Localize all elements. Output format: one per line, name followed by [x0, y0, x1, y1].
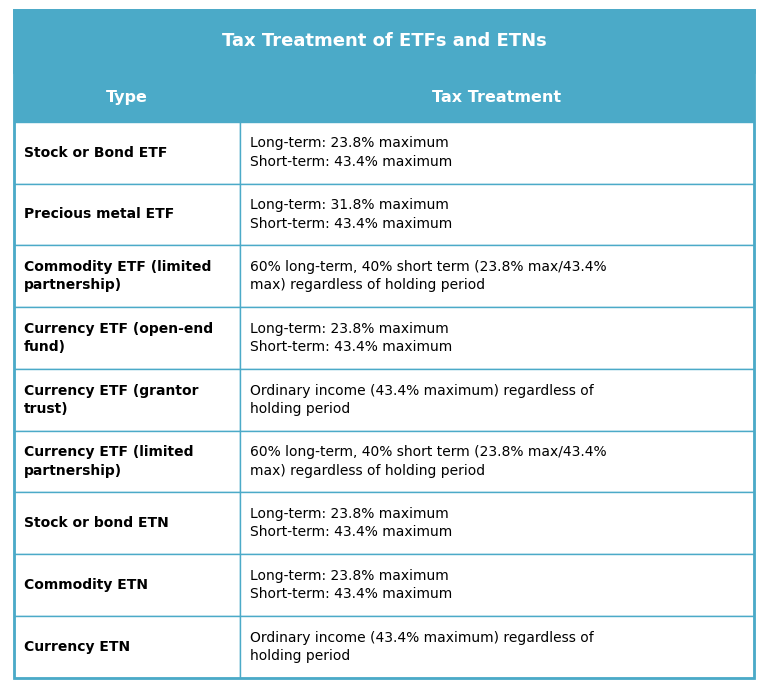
- Bar: [14, 493, 240, 554]
- Text: Long-term: 31.8% maximum
Short-term: 43.4% maximum: Long-term: 31.8% maximum Short-term: 43.…: [250, 198, 452, 230]
- Bar: [14, 122, 240, 184]
- Text: Long-term: 23.8% maximum
Short-term: 43.4% maximum: Long-term: 23.8% maximum Short-term: 43.…: [250, 322, 452, 354]
- Text: Type: Type: [106, 89, 147, 105]
- Bar: [240, 184, 754, 246]
- Bar: [14, 616, 240, 678]
- Text: Ordinary income (43.4% maximum) regardless of
holding period: Ordinary income (43.4% maximum) regardle…: [250, 383, 594, 416]
- Bar: [240, 369, 754, 431]
- Bar: [14, 554, 240, 616]
- Bar: [240, 72, 754, 122]
- Bar: [14, 72, 240, 122]
- Bar: [14, 10, 754, 72]
- Text: Tax Treatment of ETFs and ETNs: Tax Treatment of ETFs and ETNs: [222, 32, 546, 50]
- Text: Tax Treatment: Tax Treatment: [432, 89, 561, 105]
- Text: Precious metal ETF: Precious metal ETF: [24, 207, 174, 222]
- Bar: [14, 369, 240, 431]
- Text: Stock or Bond ETF: Stock or Bond ETF: [24, 146, 167, 160]
- Text: 60% long-term, 40% short term (23.8% max/43.4%
max) regardless of holding period: 60% long-term, 40% short term (23.8% max…: [250, 445, 606, 477]
- Bar: [240, 122, 754, 184]
- Text: Ordinary income (43.4% maximum) regardless of
holding period: Ordinary income (43.4% maximum) regardle…: [250, 631, 594, 663]
- Text: Long-term: 23.8% maximum
Short-term: 43.4% maximum: Long-term: 23.8% maximum Short-term: 43.…: [250, 507, 452, 539]
- Bar: [240, 307, 754, 369]
- Text: Long-term: 23.8% maximum
Short-term: 43.4% maximum: Long-term: 23.8% maximum Short-term: 43.…: [250, 569, 452, 601]
- Bar: [240, 493, 754, 554]
- Text: Commodity ETN: Commodity ETN: [24, 578, 147, 592]
- Text: Commodity ETF (limited
partnership): Commodity ETF (limited partnership): [24, 260, 211, 292]
- Bar: [240, 246, 754, 307]
- Text: Currency ETF (grantor
trust): Currency ETF (grantor trust): [24, 383, 198, 416]
- Text: Long-term: 23.8% maximum
Short-term: 43.4% maximum: Long-term: 23.8% maximum Short-term: 43.…: [250, 136, 452, 169]
- Text: Currency ETF (limited
partnership): Currency ETF (limited partnership): [24, 445, 194, 477]
- Text: Currency ETF (open-end
fund): Currency ETF (open-end fund): [24, 322, 213, 354]
- Bar: [14, 184, 240, 246]
- Bar: [14, 431, 240, 493]
- Bar: [240, 431, 754, 493]
- Bar: [240, 616, 754, 678]
- Text: Currency ETN: Currency ETN: [24, 640, 130, 654]
- Text: 60% long-term, 40% short term (23.8% max/43.4%
max) regardless of holding period: 60% long-term, 40% short term (23.8% max…: [250, 260, 606, 292]
- Text: Stock or bond ETN: Stock or bond ETN: [24, 516, 168, 530]
- Bar: [14, 307, 240, 369]
- Bar: [14, 246, 240, 307]
- Bar: [240, 554, 754, 616]
